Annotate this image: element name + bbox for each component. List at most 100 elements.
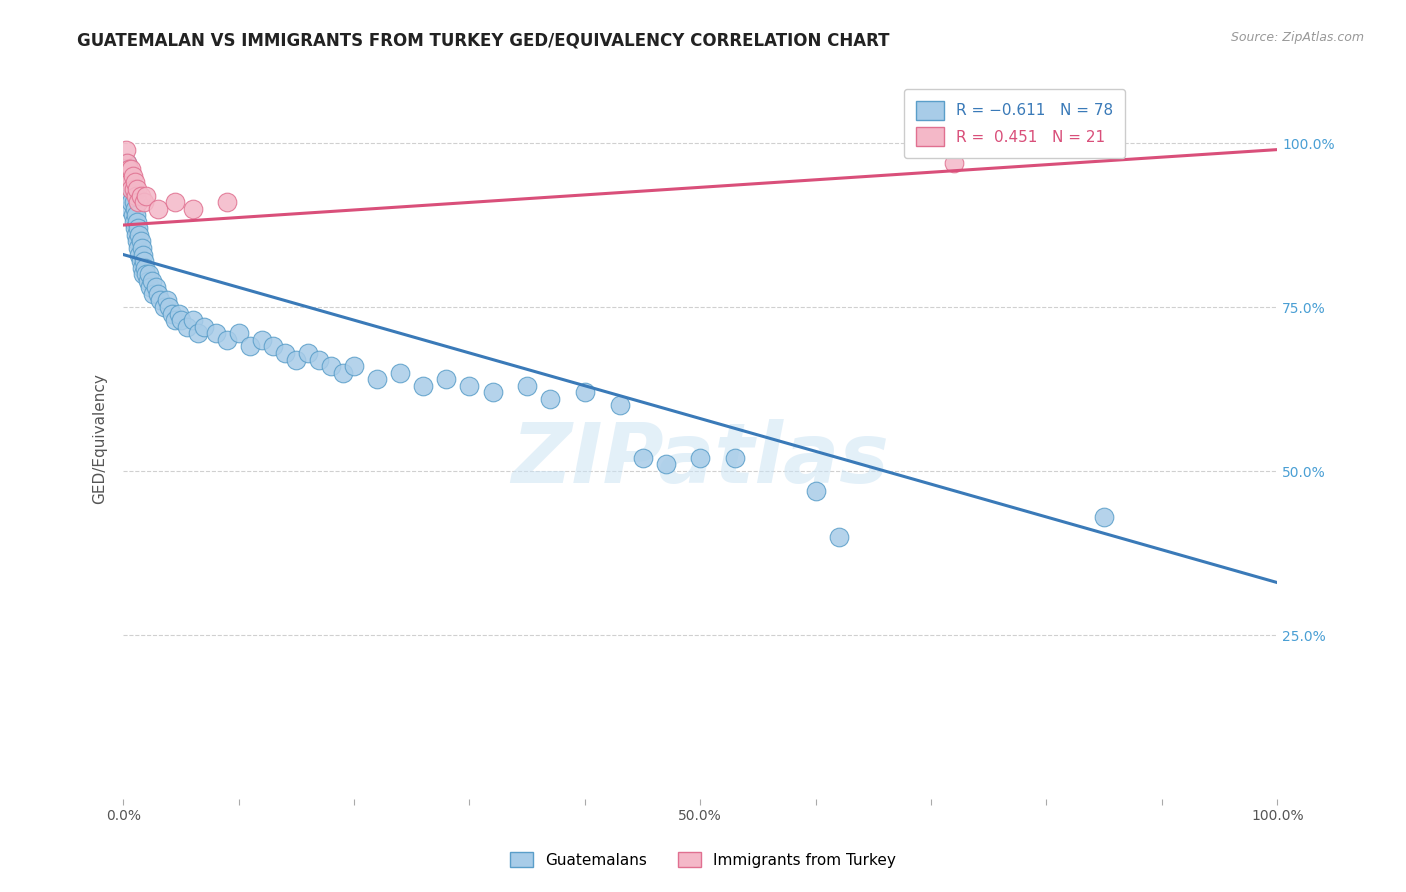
Point	[332, 366, 354, 380]
Point	[129, 254, 152, 268]
Point	[127, 215, 149, 229]
Point	[115, 155, 138, 169]
Point	[117, 169, 139, 183]
Text: ZIPatlas: ZIPatlas	[512, 419, 889, 500]
Point	[412, 378, 434, 392]
Legend: R = −0.611   N = 78, R =  0.451   N = 21: R = −0.611 N = 78, R = 0.451 N = 21	[904, 88, 1125, 158]
Point	[285, 352, 308, 367]
Point	[828, 530, 851, 544]
Point	[135, 188, 157, 202]
Point	[134, 260, 156, 275]
Point	[159, 300, 181, 314]
Point	[609, 399, 631, 413]
Point	[122, 182, 145, 196]
Point	[128, 247, 150, 261]
Point	[804, 483, 827, 498]
Point	[129, 188, 152, 202]
Point	[120, 195, 142, 210]
Point	[141, 274, 163, 288]
Point	[120, 188, 142, 202]
Point	[132, 254, 155, 268]
Point	[127, 241, 149, 255]
Point	[139, 280, 162, 294]
Point	[366, 372, 388, 386]
Point	[127, 221, 149, 235]
Point	[114, 143, 136, 157]
Point	[1092, 510, 1115, 524]
Point	[127, 235, 149, 249]
Point	[135, 267, 157, 281]
Point	[389, 366, 412, 380]
Point	[308, 352, 330, 367]
Point	[131, 260, 153, 275]
Point	[631, 450, 654, 465]
Point	[654, 458, 676, 472]
Point	[181, 202, 204, 216]
Point	[149, 293, 172, 308]
Point	[458, 378, 481, 392]
Point	[176, 319, 198, 334]
Point	[118, 162, 141, 177]
Point	[127, 195, 149, 210]
Point	[142, 287, 165, 301]
Point	[122, 195, 145, 210]
Point	[122, 215, 145, 229]
Point	[129, 235, 152, 249]
Point	[187, 326, 209, 341]
Point	[125, 188, 148, 202]
Point	[131, 241, 153, 255]
Point	[120, 202, 142, 216]
Point	[156, 293, 179, 308]
Point	[120, 182, 142, 196]
Point	[118, 169, 141, 183]
Point	[943, 155, 966, 169]
Point	[167, 307, 190, 321]
Point	[574, 385, 596, 400]
Point	[136, 274, 159, 288]
Point	[132, 267, 155, 281]
Point	[204, 326, 226, 341]
Point	[516, 378, 538, 392]
Point	[274, 346, 297, 360]
Point	[146, 287, 169, 301]
Point	[120, 175, 142, 189]
Point	[145, 280, 167, 294]
Point	[319, 359, 342, 373]
Point	[125, 208, 148, 222]
Point	[152, 300, 174, 314]
Point	[481, 385, 503, 400]
Point	[125, 227, 148, 242]
Point	[239, 339, 262, 353]
Point	[170, 313, 193, 327]
Point	[132, 247, 155, 261]
Point	[181, 313, 204, 327]
Point	[297, 346, 319, 360]
Point	[250, 333, 273, 347]
Point	[165, 313, 187, 327]
Point	[146, 202, 169, 216]
Point	[165, 195, 187, 210]
Point	[343, 359, 366, 373]
Point	[436, 372, 458, 386]
Point	[538, 392, 561, 406]
Point	[117, 162, 139, 177]
Point	[120, 175, 142, 189]
Point	[121, 169, 143, 183]
Text: Source: ZipAtlas.com: Source: ZipAtlas.com	[1230, 31, 1364, 45]
Point	[127, 182, 149, 196]
Point	[138, 267, 160, 281]
Legend: Guatemalans, Immigrants from Turkey: Guatemalans, Immigrants from Turkey	[505, 846, 901, 873]
Point	[120, 162, 142, 177]
Point	[124, 221, 146, 235]
Point	[124, 175, 146, 189]
Point	[689, 450, 711, 465]
Text: GUATEMALAN VS IMMIGRANTS FROM TURKEY GED/EQUIVALENCY CORRELATION CHART: GUATEMALAN VS IMMIGRANTS FROM TURKEY GED…	[77, 31, 890, 49]
Point	[160, 307, 183, 321]
Point	[121, 182, 143, 196]
Point	[128, 227, 150, 242]
Point	[217, 195, 239, 210]
Point	[228, 326, 250, 341]
Point	[121, 208, 143, 222]
Point	[124, 202, 146, 216]
Point	[193, 319, 215, 334]
